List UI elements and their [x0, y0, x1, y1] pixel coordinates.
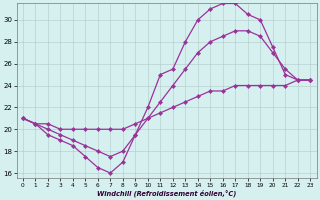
X-axis label: Windchill (Refroidissement éolien,°C): Windchill (Refroidissement éolien,°C) — [97, 189, 236, 197]
